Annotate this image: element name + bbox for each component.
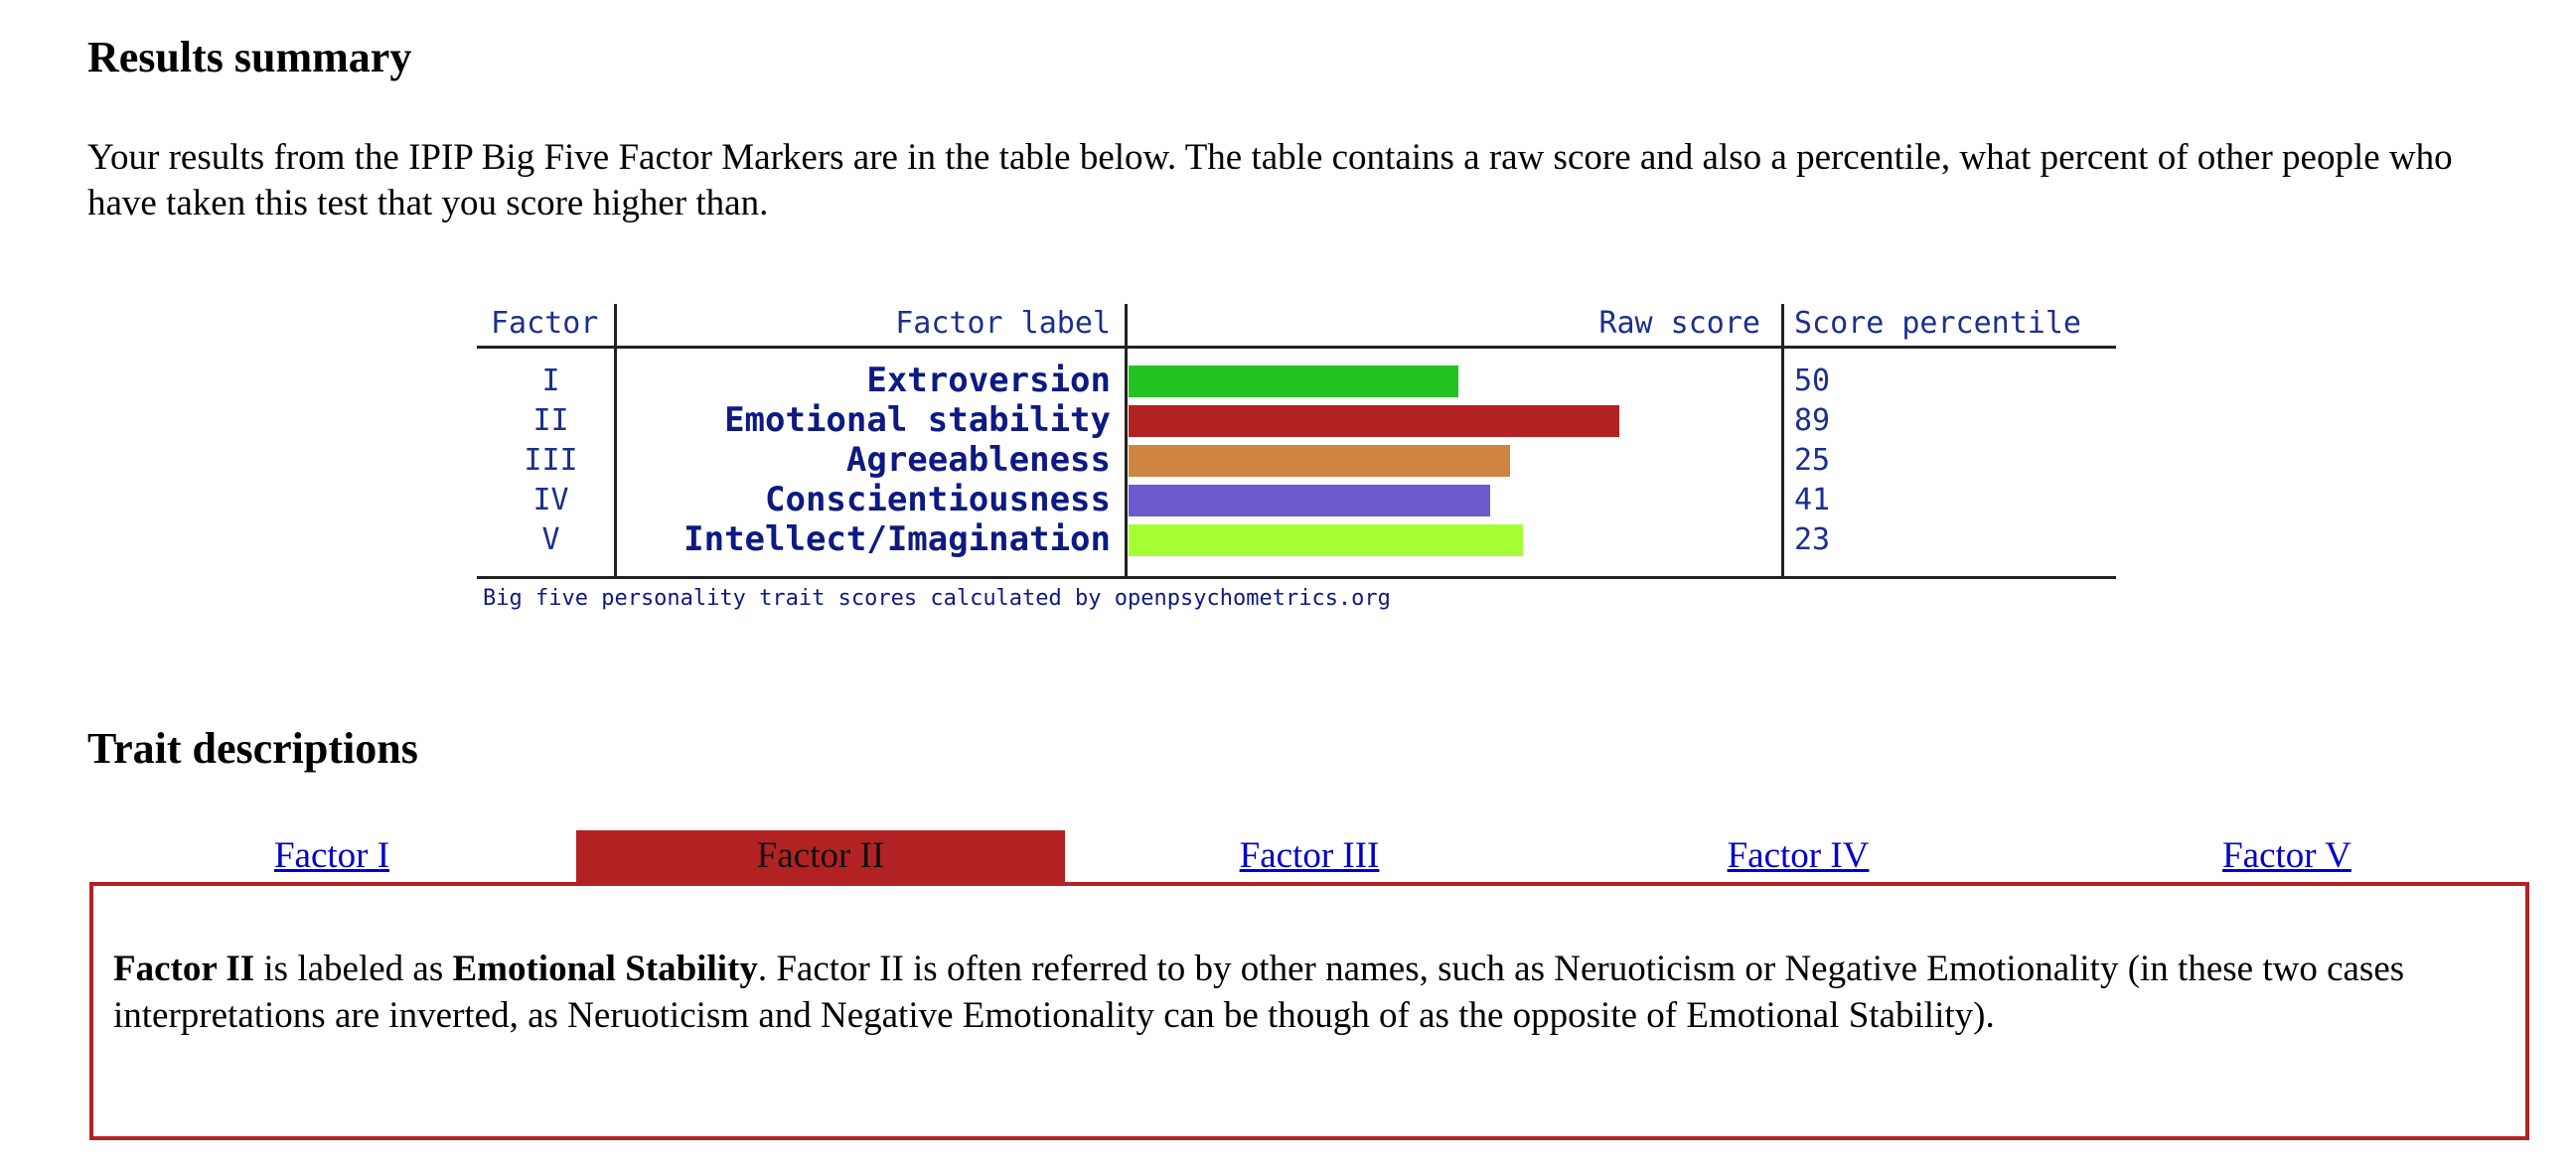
factor-roman-numeral: III: [524, 443, 578, 478]
trait-description-panel: Factor II is labeled as Emotional Stabil…: [89, 882, 2529, 1140]
score-percentile-value: 50: [1794, 364, 1831, 398]
factor-label: Emotional stability: [724, 400, 1111, 440]
factor-roman-numeral: IV: [532, 483, 569, 517]
tab-factor-iii[interactable]: Factor III: [1239, 835, 1380, 876]
factor-name-bold: Factor II: [113, 949, 255, 989]
raw-score-bar: [1129, 366, 1458, 397]
header-rule: [477, 346, 2116, 349]
raw-score-bar: [1129, 485, 1490, 516]
factor-roman-numeral: II: [532, 403, 569, 438]
trait-description-text: Factor II is labeled as Emotional Stabil…: [113, 946, 2513, 1039]
raw-score-bar: [1129, 524, 1523, 556]
header-factor-label: Factor label: [895, 306, 1111, 341]
score-percentile-value: 25: [1794, 443, 1831, 478]
tab-factor-v[interactable]: Factor V: [2222, 835, 2351, 876]
score-percentile-value: 23: [1794, 522, 1831, 557]
factor-tabs: Factor I Factor II Factor III Factor IV …: [87, 830, 2535, 882]
results-intro-text: Your results from the IPIP Big Five Fact…: [87, 137, 2453, 223]
credit-text: Big five personality trait scores calcul…: [483, 586, 1391, 611]
factor-roman-numeral: I: [541, 364, 560, 398]
factor-roman-numeral: V: [541, 522, 560, 557]
factor-label: Agreeableness: [845, 440, 1111, 480]
raw-score-bar: [1129, 405, 1619, 437]
header-factor: Factor: [491, 306, 599, 341]
footer-rule: [477, 576, 2116, 579]
tab-factor-ii[interactable]: Factor II: [576, 830, 1065, 882]
description-text-part: is labeled as: [254, 949, 453, 989]
factor-label: Conscientiousness: [765, 480, 1111, 519]
score-percentile-value: 89: [1794, 403, 1831, 438]
column-divider: [1781, 304, 1784, 578]
tab-factor-iv[interactable]: Factor IV: [1727, 835, 1870, 876]
trait-descriptions-heading: Trait descriptions: [87, 724, 418, 773]
tab-factor-i[interactable]: Factor I: [273, 835, 390, 876]
factor-label: Intellect/Imagination: [683, 519, 1111, 559]
column-divider: [614, 304, 617, 578]
raw-score-bar: [1129, 445, 1510, 477]
factor-label: Extroversion: [866, 361, 1111, 400]
header-raw-score: Raw score: [1598, 306, 1760, 341]
trait-name-bold: Emotional Stability: [452, 949, 758, 989]
column-divider: [1125, 304, 1128, 578]
score-percentile-value: 41: [1794, 483, 1831, 517]
results-table: Factor Factor label Raw score Score perc…: [477, 296, 2116, 614]
header-score-percentile: Score percentile: [1794, 306, 2081, 341]
description-text-part: . Factor II is often referred to by othe…: [113, 949, 2405, 1036]
results-summary-heading: Results summary: [87, 33, 412, 81]
